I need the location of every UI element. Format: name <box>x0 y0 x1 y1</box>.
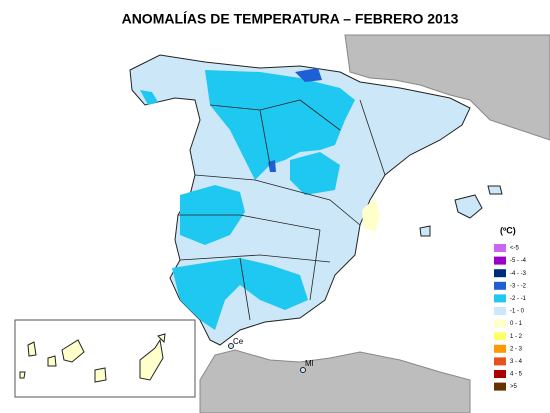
legend-unit: (ºC) <box>500 225 516 235</box>
legend-label: -3 - -2 <box>510 283 527 289</box>
legend-swatch <box>494 307 506 315</box>
legend-swatch <box>494 344 506 353</box>
legend-swatch <box>494 319 506 328</box>
ceuta <box>228 343 234 349</box>
legend-label: 2 - 3 <box>510 346 523 352</box>
canary-islands <box>19 333 166 383</box>
anomaly-area <box>362 198 380 232</box>
africa <box>199 349 471 413</box>
anomaly-area <box>140 90 158 105</box>
legend-swatch <box>494 332 506 341</box>
legend-swatch <box>494 256 506 265</box>
place-label: Ce <box>233 337 244 346</box>
legend-swatch <box>494 370 506 378</box>
anomaly-area <box>205 70 355 180</box>
legend-label: 3 - 4 <box>510 359 523 365</box>
canary-inset <box>14 319 196 398</box>
legend-label: -5 - -4 <box>510 258 527 264</box>
title: ANOMALÍAS DE TEMPERATURA – FEBRERO 2013 <box>122 11 459 27</box>
place-label: Ml <box>305 359 314 368</box>
legend-label: 0 - 1 <box>510 321 523 327</box>
balearic-islands <box>419 185 503 237</box>
legend-label: >5 <box>510 384 518 390</box>
legend-label: -1 - 0 <box>510 309 525 315</box>
legend-swatch <box>494 294 506 303</box>
legend-swatch <box>494 281 506 290</box>
anomaly-area <box>295 68 322 82</box>
legend-swatch <box>494 244 506 252</box>
anomaly-area <box>172 258 308 330</box>
legend-swatch <box>494 357 506 366</box>
anomaly-area <box>290 152 340 195</box>
legend-label: 4 - 5 <box>510 372 523 378</box>
legend: <-5 -5 - -4 -4 - -3 -3 - -2 -2 - -1 -1 - 0 0 -… <box>494 244 527 391</box>
legend-label: -2 - -1 <box>510 296 527 302</box>
legend-swatch <box>494 269 506 278</box>
legend-swatch <box>494 382 506 391</box>
france <box>344 34 550 141</box>
legend-label: 1 - 2 <box>510 334 523 340</box>
legend-label: -4 - -3 <box>510 271 527 277</box>
melilla <box>300 367 306 373</box>
legend-label: <-5 <box>510 246 520 252</box>
